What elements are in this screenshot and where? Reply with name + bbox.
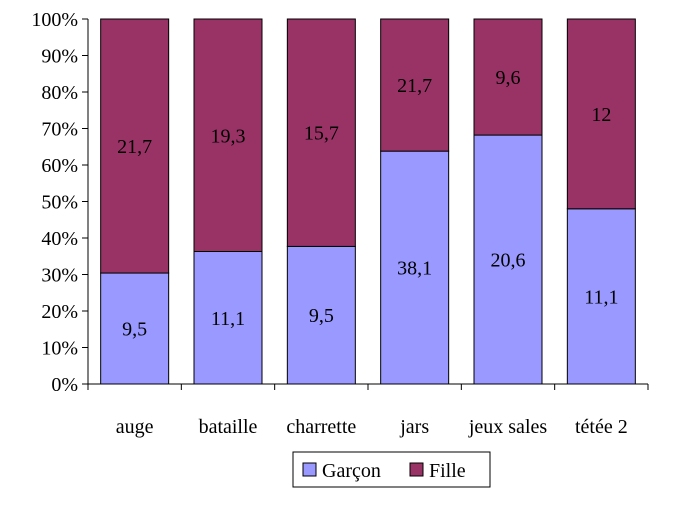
legend-swatch-garcon <box>302 462 317 477</box>
bar-segment-fille <box>193 18 263 253</box>
bar-segment-fille <box>100 18 170 274</box>
y-tick-label: 30% <box>41 265 78 287</box>
bar-area: 9,5 21,7 11,1 19,3 9,5 15,7 38,1 21,7 20,6 9,6 11,… <box>100 18 636 385</box>
legend-label: Fille <box>429 460 466 482</box>
y-tick-label: 50% <box>41 192 78 214</box>
data-label: 21,7 <box>117 136 152 158</box>
x-category-label: tétée 2 <box>575 416 628 438</box>
data-label: 9,5 <box>122 319 147 341</box>
data-label: 21,7 <box>397 75 432 97</box>
bar-segment-garcon <box>380 150 450 385</box>
legend: Garçon Fille <box>292 451 491 488</box>
y-tick-label: 10% <box>41 338 78 360</box>
data-label: 38,1 <box>397 258 432 280</box>
y-tick-label: 20% <box>41 301 78 323</box>
data-label: 11,1 <box>211 308 245 330</box>
y-tick-label: 90% <box>41 46 78 68</box>
x-category-label: charrette <box>286 416 356 438</box>
data-label: 15,7 <box>304 123 339 145</box>
y-tick-label: 0% <box>51 374 78 396</box>
data-label: 11,1 <box>584 286 618 308</box>
x-category-label: auge <box>116 416 154 438</box>
x-category-label: jars <box>399 416 429 438</box>
bar-segment-garcon <box>100 272 170 385</box>
y-tick-label: 80% <box>41 82 78 104</box>
data-label: 9,5 <box>309 305 334 327</box>
data-label: 20,6 <box>491 250 526 272</box>
x-category-label: jeux sales <box>468 416 548 438</box>
y-axis: 0% 10% 20% 30% 40% 50% 60% 70% 80% 90% 100% <box>31 9 89 396</box>
bar-segment-fille <box>380 18 450 152</box>
bar-segment-garcon <box>566 208 636 385</box>
legend-swatch-fille <box>409 462 424 477</box>
y-tick-label: 100% <box>31 9 78 31</box>
y-tick-label: 40% <box>41 228 78 250</box>
data-label: 12 <box>591 104 611 126</box>
bar-segment-fille <box>286 18 356 247</box>
data-label: 19,3 <box>211 125 246 147</box>
x-axis: auge bataille charrette jars jeux sales tétée… <box>87 383 649 438</box>
x-category-label: bataille <box>199 416 258 438</box>
y-tick-label: 70% <box>41 119 78 141</box>
data-label: 9,6 <box>496 67 521 89</box>
legend-label: Garçon <box>322 460 381 482</box>
y-tick-label: 60% <box>41 155 78 177</box>
legend-box <box>292 451 491 488</box>
bar-segment-fille <box>566 18 636 210</box>
bar-segment-fille <box>473 18 543 136</box>
